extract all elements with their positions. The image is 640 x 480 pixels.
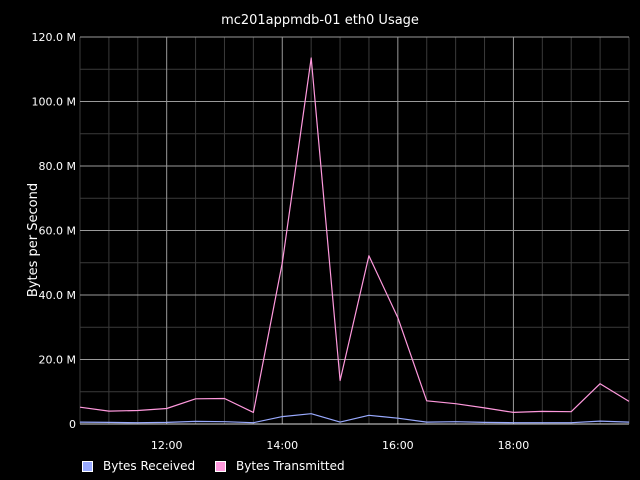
y-tick-label: 60.0 M: [39, 225, 76, 238]
legend-swatch-received: [82, 460, 93, 472]
legend-item-transmitted: Bytes Transmitted: [215, 459, 345, 473]
y-tick-label: 80.0 M: [39, 160, 76, 173]
legend-item-received: Bytes Received: [82, 459, 195, 473]
y-tick-label: 120.0 M: [32, 31, 76, 44]
y-tick-label: 0: [69, 418, 76, 431]
x-tick-label: 14:00: [266, 439, 298, 452]
legend-label-transmitted: Bytes Transmitted: [236, 459, 345, 473]
y-tick-labels: 0 20.0 M 40.0 M 60.0 M 80.0 M 100.0 M 120.0 M: [32, 31, 76, 431]
x-tick-label: 12:00: [151, 439, 183, 452]
legend-label-received: Bytes Received: [103, 459, 196, 473]
y-axis-label: Bytes per Second: [26, 183, 41, 297]
chart-title: mc201appmdb-01 eth0 Usage: [221, 13, 419, 28]
y-tick-label: 20.0 M: [39, 354, 76, 367]
x-tick-label: 18:00: [498, 439, 530, 452]
x-tick-labels: 12:00 14:00 16:00 18:00: [151, 439, 529, 452]
series-lines: [79, 57, 630, 424]
y-tick-label: 40.0 M: [39, 289, 76, 302]
x-tick-label: 16:00: [382, 439, 414, 452]
series-line-bytes-received: [79, 413, 630, 424]
legend-swatch-transmitted: [215, 460, 226, 472]
y-tick-label: 100.0 M: [32, 96, 76, 109]
series-line-bytes-transmitted: [79, 57, 630, 413]
